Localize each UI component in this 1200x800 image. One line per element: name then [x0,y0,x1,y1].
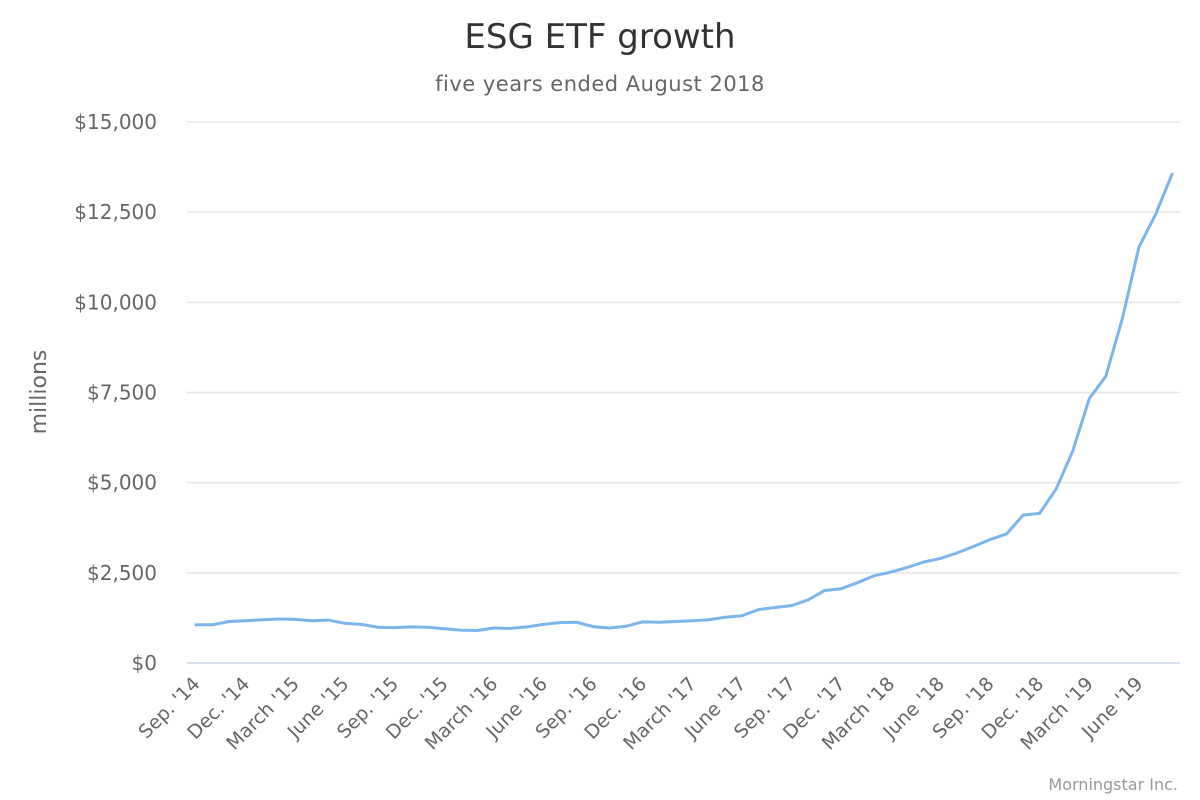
y-tick-label: $10,000 [74,290,157,314]
data-point[interactable] [525,625,529,629]
data-point[interactable] [1120,317,1124,320]
data-point[interactable] [194,623,198,627]
y-axis-label: millions [27,350,52,435]
data-point[interactable] [591,625,595,628]
data-point[interactable] [310,619,314,623]
y-axis-ticks: $0 $2,500 $5,000 $7,500 $10,000 $12,500 $15,00… [74,110,157,675]
data-point[interactable] [575,620,578,624]
data-point[interactable] [988,538,992,542]
data-point[interactable] [757,608,760,612]
data-point[interactable] [905,566,909,569]
data-point[interactable] [707,618,711,622]
chart-credit: Morningstar Inc. [1048,775,1178,794]
data-point[interactable] [674,620,678,623]
data-point[interactable] [492,626,496,630]
data-point[interactable] [723,615,727,619]
data-point[interactable] [459,628,463,632]
y-tick-label: $15,000 [74,110,157,134]
data-point[interactable] [211,623,214,627]
data-point[interactable] [657,620,661,624]
data-point[interactable] [244,619,248,623]
data-point[interactable] [442,627,446,631]
data-point[interactable] [1104,374,1108,378]
data-point[interactable] [624,624,628,628]
data-point[interactable] [872,574,876,578]
data-point[interactable] [1054,487,1058,491]
data-point[interactable] [839,587,843,591]
data-point[interactable] [1071,449,1075,453]
data-point[interactable] [972,545,975,548]
data-point[interactable] [740,614,744,618]
data-point[interactable] [558,621,562,625]
data-point[interactable] [426,625,429,629]
data-point[interactable] [541,623,545,626]
data-point[interactable] [1087,397,1091,401]
data-point[interactable] [790,604,793,608]
data-point[interactable] [1005,532,1008,536]
data-point[interactable] [608,626,611,630]
data-point[interactable] [1170,172,1174,176]
data-point[interactable] [277,617,281,621]
data-point[interactable] [409,625,413,629]
data-point[interactable] [823,589,827,592]
data-point[interactable] [360,623,363,626]
data-point[interactable] [856,581,860,584]
data-point[interactable] [227,620,231,623]
data-point[interactable] [773,606,777,609]
data-point[interactable] [475,629,479,632]
chart-subtitle: five years ended August 2018 [435,72,765,96]
data-point[interactable] [922,560,926,564]
data-point[interactable] [1154,213,1157,217]
data-point[interactable] [343,621,347,625]
data-point[interactable] [376,625,380,629]
data-point[interactable] [641,620,645,624]
data-point[interactable] [1038,511,1042,515]
data-point[interactable] [508,626,512,630]
series-line [194,172,1174,633]
data-point[interactable] [690,619,694,623]
data-point[interactable] [955,551,959,555]
data-point[interactable] [1137,245,1141,249]
data-point[interactable] [260,618,264,622]
data-point[interactable] [326,618,330,622]
y-tick-label: $2,500 [87,561,157,585]
data-point[interactable] [293,617,297,621]
y-tick-label: $7,500 [87,381,157,405]
data-point[interactable] [393,626,396,630]
grid-lines [187,121,1180,574]
y-tick-label: $5,000 [87,471,157,495]
data-point[interactable] [889,570,893,574]
data-point[interactable] [1021,513,1025,517]
data-point[interactable] [806,598,810,602]
y-tick-label: $12,500 [74,200,157,224]
chart-title: ESG ETF growth [464,17,735,57]
series-layer [194,172,1174,633]
data-point[interactable] [939,557,942,560]
y-tick-label: $0 [132,651,157,675]
